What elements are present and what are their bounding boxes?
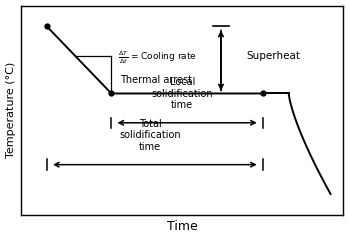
Text: $\frac{\Delta T}{\Delta t}$ = Cooling rate: $\frac{\Delta T}{\Delta t}$ = Cooling ra… — [118, 49, 197, 66]
Text: Total
solidification
time: Total solidification time — [119, 119, 181, 152]
Text: Local
solidification
time: Local solidification time — [151, 77, 213, 110]
Text: Thermal arrest: Thermal arrest — [120, 75, 193, 85]
X-axis label: Time: Time — [167, 220, 198, 234]
Text: Superheat: Superheat — [247, 51, 301, 61]
Y-axis label: Temperature (°C): Temperature (°C) — [6, 62, 16, 158]
